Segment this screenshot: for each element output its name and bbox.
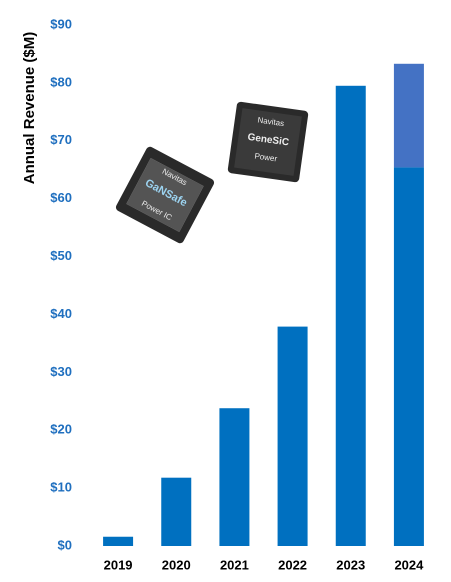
- bar: [393, 167, 424, 546]
- y-tick-label: $10: [50, 480, 72, 495]
- bar: [219, 408, 250, 546]
- y-tick-label: $60: [50, 190, 72, 205]
- y-tick-label: $0: [58, 537, 72, 552]
- x-tick-label: 2019: [104, 557, 133, 572]
- bar: [277, 326, 308, 546]
- bar: [335, 85, 366, 547]
- y-tick-label: $30: [50, 364, 72, 379]
- y-tick-label: $40: [50, 306, 72, 321]
- chip-image: Navitas GaNSafe Power IC: [115, 146, 215, 244]
- chip-top: [234, 108, 302, 176]
- chip-image: Navitas GeneSiC Power: [227, 101, 309, 183]
- x-tick-label: 2022: [278, 557, 307, 572]
- y-tick-label: $80: [50, 74, 72, 89]
- x-tick-label: 2024: [394, 557, 424, 572]
- x-tick-label: 2021: [220, 557, 249, 572]
- x-tick-label: 2023: [336, 557, 365, 572]
- y-axis-title: Annual Revenue ($M): [21, 32, 38, 185]
- bar: [393, 63, 424, 168]
- chip-top: [126, 157, 204, 233]
- chip-text: Power: [254, 151, 278, 163]
- y-tick-label: $20: [50, 422, 72, 437]
- chip-text: Navitas: [257, 115, 285, 128]
- x-tick-label: 2020: [162, 557, 191, 572]
- y-tick-label: $50: [50, 248, 72, 263]
- y-tick-label: $90: [50, 16, 72, 31]
- bar: [103, 536, 134, 546]
- bar: [161, 477, 192, 546]
- y-tick-label: $70: [50, 132, 72, 147]
